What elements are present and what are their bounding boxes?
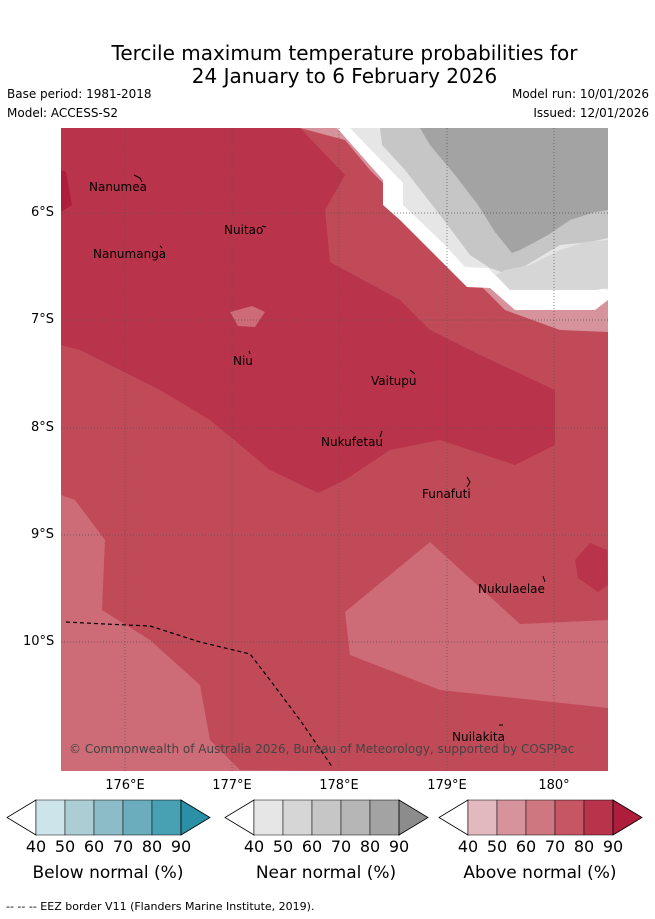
tick-below-50: 50: [54, 837, 76, 856]
colorbar-near-min-arrow: [224, 799, 255, 836]
colorbar-label-above: Above normal (%): [463, 863, 617, 883]
map-contours: [61, 128, 608, 771]
tick-near-70: 70: [330, 837, 352, 856]
tick-near-80: 80: [359, 837, 381, 856]
colorbar-below-segment-3: [122, 799, 153, 836]
tick-above-70: 70: [544, 837, 566, 856]
place-niu: Niu: [233, 354, 253, 368]
lon-label-177e: 177°E: [212, 778, 252, 793]
colorbar-below-segment-0: [35, 799, 66, 836]
colorbar-label-below: Below normal (%): [32, 863, 184, 883]
tick-below-70: 70: [112, 837, 134, 856]
island-shapes: [133, 174, 546, 726]
colorbar-above-segment-1: [496, 799, 527, 836]
tick-above-50: 50: [486, 837, 508, 856]
tick-above-60: 60: [515, 837, 537, 856]
place-nuilakita: Nuilakita: [452, 730, 505, 744]
colorbar-near-segment-1: [282, 799, 313, 836]
tick-near-60: 60: [301, 837, 323, 856]
lat-label-7s: 7°S: [31, 312, 55, 327]
colorbar-label-near: Near normal (%): [255, 863, 397, 883]
tick-near-50: 50: [272, 837, 294, 856]
copyright-credit: © Commonwealth of Australia 2026, Bureau…: [69, 742, 575, 756]
colorbar-below-segment-1: [64, 799, 95, 836]
tick-below-90: 90: [170, 837, 192, 856]
colorbar-above-segment-4: [583, 799, 614, 836]
place-nanumanga: Nanumanga: [93, 247, 167, 261]
lat-label-8s: 8°S: [31, 420, 55, 435]
lat-label-10s: 10°S: [23, 634, 55, 649]
place-nanumea: Nanumea: [89, 180, 147, 194]
colorbar-below-min-arrow: [6, 799, 37, 836]
lon-label-180: 180°: [538, 778, 570, 793]
lon-label-179e: 179°E: [427, 778, 467, 793]
tick-above-80: 80: [573, 837, 595, 856]
colorbar-shapes: [6, 799, 643, 836]
colorbar-near-max-arrow: [398, 799, 429, 836]
colorbar-near-segment-2: [311, 799, 342, 836]
colorbar-above-segment-3: [554, 799, 585, 836]
colorbar-below-segment-4: [151, 799, 182, 836]
zone-near-50-band: [496, 240, 608, 290]
colorbar-above-segment-0: [467, 799, 498, 836]
zone-above-80: [61, 128, 555, 493]
tick-near-90: 90: [388, 837, 410, 856]
lon-label-176e: 176°E: [105, 778, 145, 793]
gridlines: [61, 128, 608, 771]
place-nukufetau: Nukufetau: [321, 435, 384, 449]
lat-label-9s: 9°S: [31, 527, 55, 542]
title-line-2: 24 January to 6 February 2026: [191, 64, 498, 88]
colorbar-near-segment-3: [340, 799, 371, 836]
issued-date: Issued: 12/01/2026: [533, 106, 649, 120]
model-name: Model: ACCESS-S2: [7, 106, 119, 120]
tick-near-40: 40: [243, 837, 265, 856]
zone-above-60-east: [520, 690, 608, 700]
zone-above-60-patch: [230, 306, 265, 327]
tick-below-60: 60: [83, 837, 105, 856]
place-funafuti: Funafuti: [422, 487, 471, 501]
place-nukulaelae: Nukulaelae: [478, 582, 545, 596]
colorbar-above-min-arrow: [438, 799, 469, 836]
tick-below-80: 80: [141, 837, 163, 856]
title-line-1: Tercile maximum temperature probabilitie…: [111, 41, 578, 65]
eez-border: [65, 621, 334, 769]
colorbar-below-max-arrow: [180, 799, 211, 836]
colorbar-near-segment-0: [253, 799, 284, 836]
tick-above-90: 90: [602, 837, 624, 856]
zone-near-70: [420, 128, 608, 253]
eez-footnote: -- -- -- EEZ border V11 (Flanders Marine…: [6, 900, 315, 913]
lon-label-178e: 178°E: [319, 778, 359, 793]
colorbar-above-segment-2: [525, 799, 556, 836]
lat-label-6s: 6°S: [31, 205, 55, 220]
zone-above-90: [61, 170, 72, 212]
place-vaitupu: Vaitupu: [371, 374, 417, 388]
base-period: Base period: 1981-2018: [7, 87, 152, 101]
zone-above-80-south: [575, 543, 608, 592]
colorbar-below-segment-2: [93, 799, 124, 836]
tick-below-40: 40: [25, 837, 47, 856]
colorbar-near-segment-4: [369, 799, 400, 836]
place-nuitao: Nuitao: [224, 223, 264, 237]
colorbar-above-max-arrow: [612, 799, 643, 836]
model-run: Model run: 10/01/2026: [511, 87, 649, 101]
tick-above-40: 40: [457, 837, 479, 856]
